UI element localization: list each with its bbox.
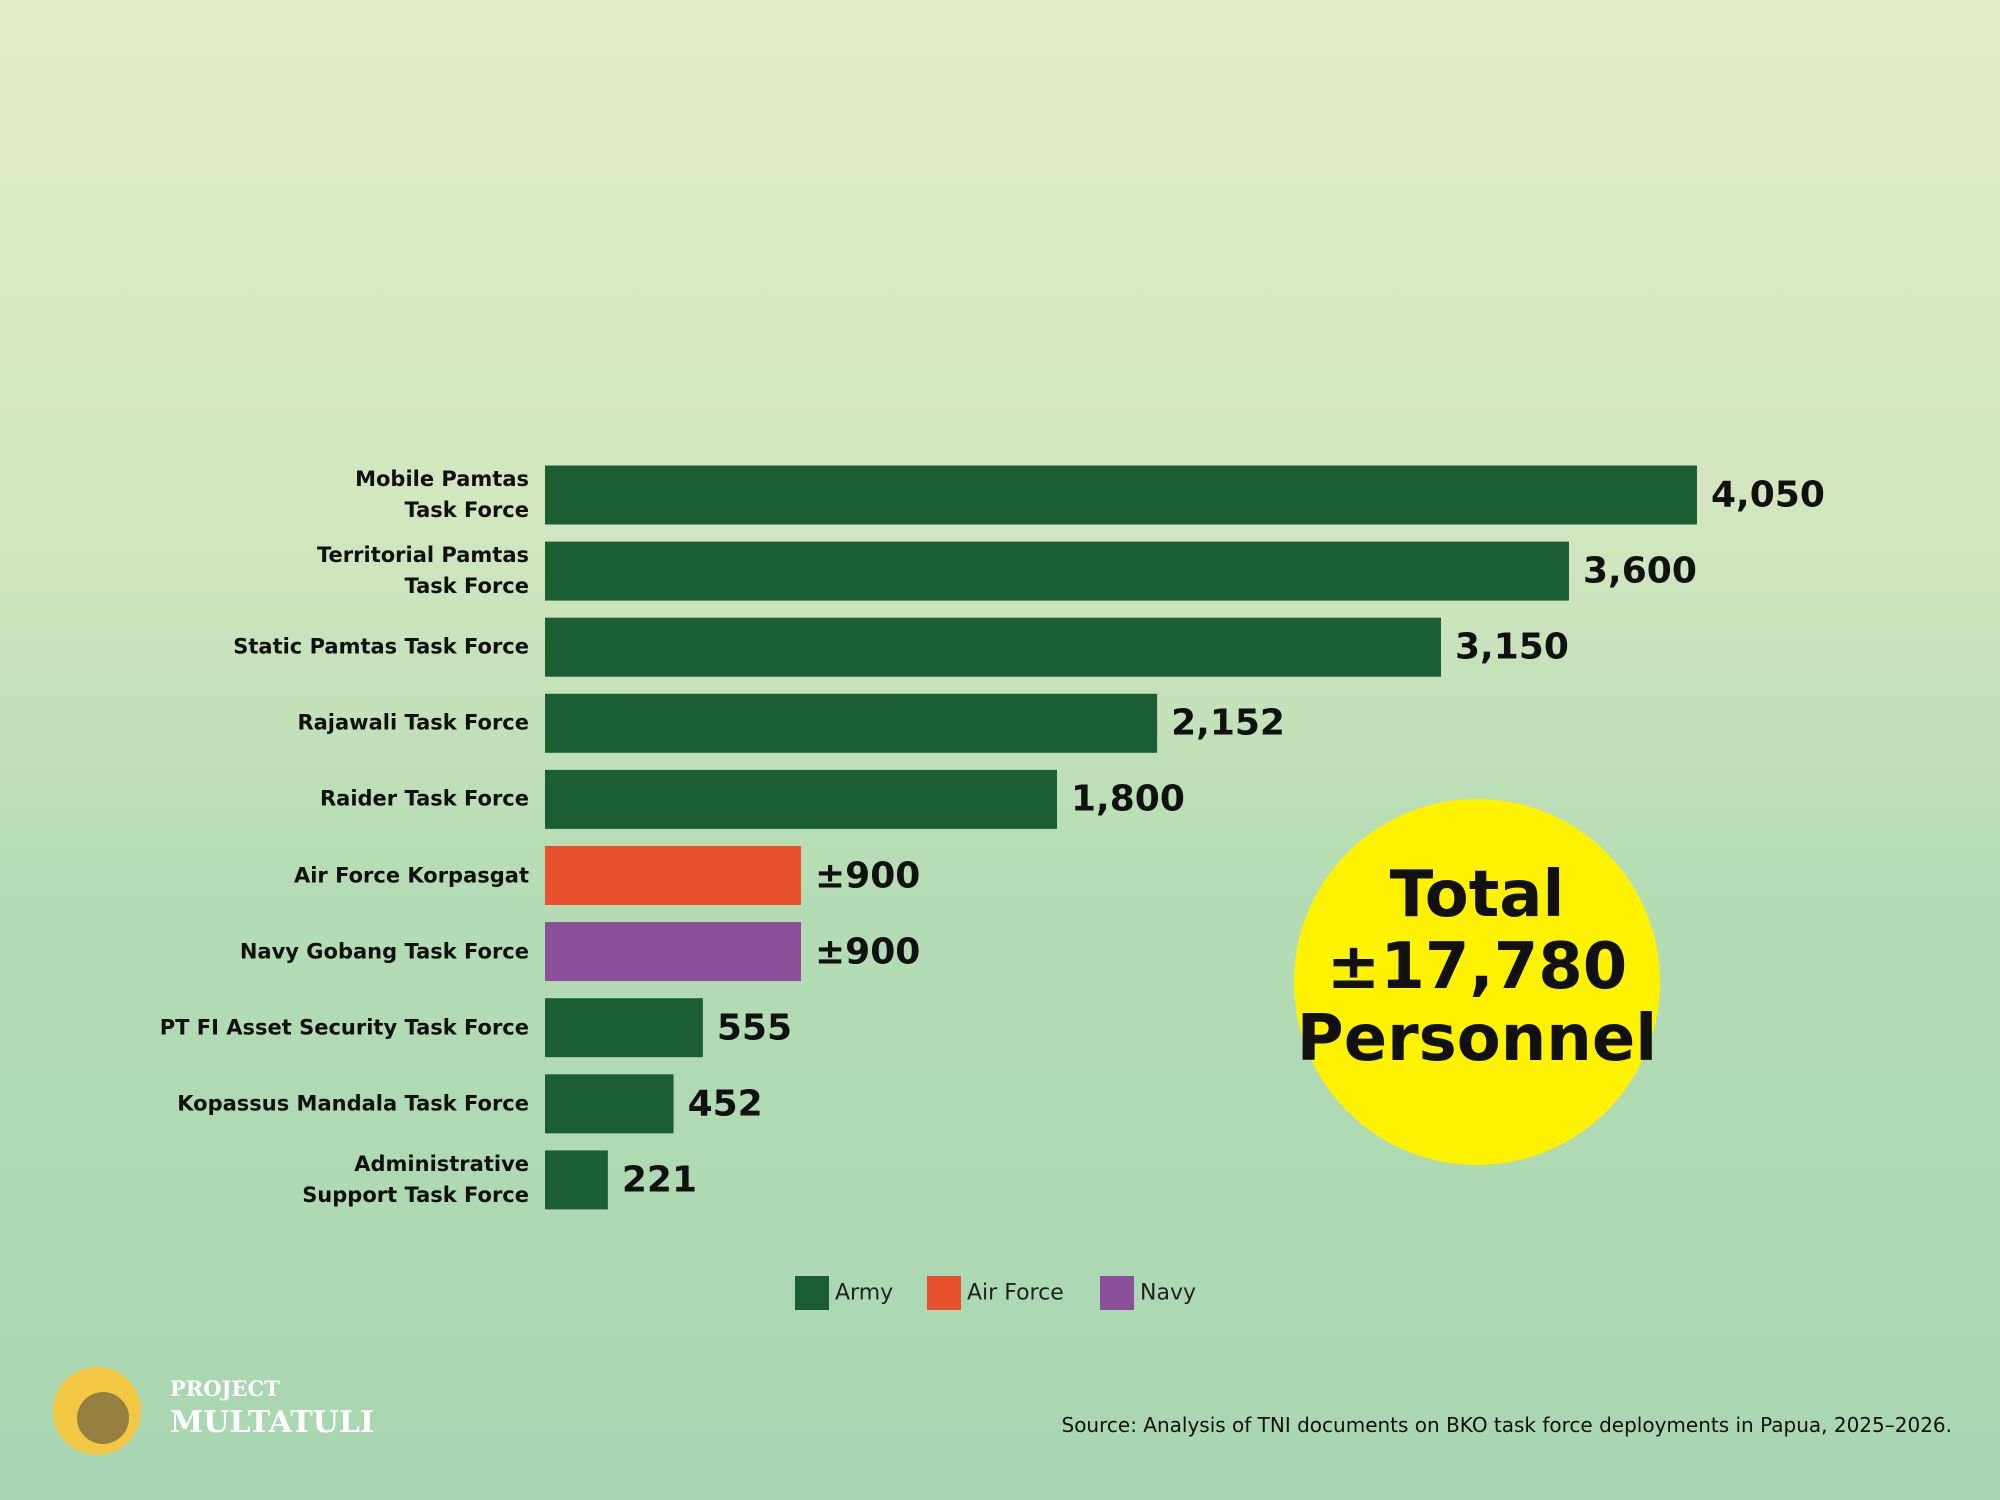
total-circle <box>1294 799 1660 1165</box>
category-label: Administrative Support Task Force <box>302 1151 529 1207</box>
bar <box>545 769 1057 829</box>
bar <box>545 465 1697 525</box>
category-label: Mobile Pamtas Task Force <box>355 467 529 522</box>
total-text: ±17,780 <box>1326 930 1628 1004</box>
legend-swatch <box>795 1276 829 1310</box>
legend-label: Navy <box>1140 1280 1196 1306</box>
value-label: 452 <box>687 1083 763 1125</box>
value-label: 4,050 <box>1711 474 1825 516</box>
bar <box>545 998 703 1058</box>
bar <box>545 1150 608 1210</box>
category-label: Air Force Korpasgat <box>293 863 529 887</box>
category-label: Kopassus Mandala Task Force <box>177 1091 529 1116</box>
category-label: Raider Task Force <box>319 786 529 811</box>
brand-text: MULTATULI <box>170 1405 374 1440</box>
value-label: 1,800 <box>1071 778 1185 820</box>
total-text: Personnel <box>1296 1002 1658 1076</box>
category-label: PT FI Asset Security Task Force <box>159 1015 529 1040</box>
bar <box>545 1074 674 1134</box>
value-label: 221 <box>621 1159 698 1201</box>
bar <box>545 693 1158 753</box>
source: Source: Analysis of TNI documents on BKO… <box>1061 1413 1953 1437</box>
brand-text: PROJECT <box>170 1376 280 1401</box>
logo-face <box>77 1392 129 1444</box>
value-label: 3,150 <box>1455 626 1569 668</box>
value-label: ±900 <box>815 931 921 973</box>
legend-label: Army <box>835 1280 894 1306</box>
bar <box>545 922 801 982</box>
category-label: Navy Gobang Task Force <box>239 939 529 964</box>
bar <box>545 617 1441 677</box>
bar <box>545 846 801 905</box>
total-text: Total <box>1389 858 1565 932</box>
value-label: ±900 <box>815 855 921 896</box>
legend-swatch <box>927 1276 961 1310</box>
bar <box>545 541 1569 601</box>
category-label: Territorial Pamtas Task Force <box>317 543 529 599</box>
value-label: 2,152 <box>1171 702 1285 744</box>
value-label: 3,600 <box>1583 550 1697 592</box>
legend-label: Air Force <box>967 1280 1064 1306</box>
category-label: Static Pamtas Task Force <box>233 634 529 659</box>
legend-swatch <box>1100 1276 1134 1310</box>
value-label: 555 <box>716 1007 793 1049</box>
category-label: Rajawali Task Force <box>297 710 529 735</box>
